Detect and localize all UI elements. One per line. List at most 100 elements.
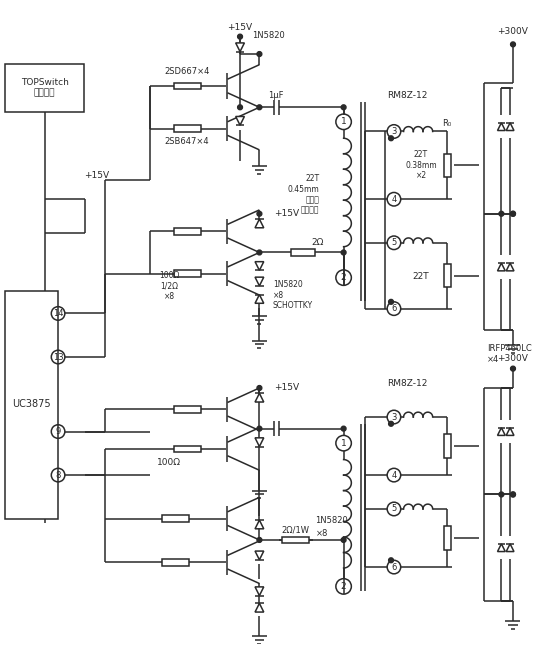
Polygon shape [255,551,264,560]
Polygon shape [497,428,505,436]
Bar [174,82,201,90]
Circle shape [499,211,504,216]
Circle shape [257,426,262,431]
Bar [282,536,309,543]
Text: +15V: +15V [228,24,252,33]
Text: 1N5820: 1N5820 [316,516,349,525]
Bar [174,228,201,235]
Polygon shape [497,123,505,131]
Circle shape [389,558,394,562]
Bar [5,291,58,519]
Circle shape [257,52,262,56]
Circle shape [341,105,346,110]
Text: 22T
0.38mm
×2: 22T 0.38mm ×2 [405,150,437,181]
Polygon shape [255,438,264,447]
Text: TOPSwitch
辅助电源: TOPSwitch 辅助电源 [20,78,68,97]
Text: +15V: +15V [274,383,299,392]
Text: 2: 2 [341,273,346,282]
Text: 2: 2 [341,582,346,591]
Circle shape [257,538,262,542]
Text: 4: 4 [391,471,396,479]
Circle shape [238,105,243,110]
Circle shape [389,136,394,141]
Bar [444,526,451,549]
Text: 3: 3 [391,413,397,422]
Text: 1N5820: 1N5820 [252,31,285,40]
Text: 1: 1 [341,439,346,447]
Text: 2SD667×4: 2SD667×4 [164,67,209,76]
Circle shape [389,300,394,304]
Text: 2Ω/1W: 2Ω/1W [281,526,309,535]
Circle shape [257,386,262,390]
Text: 100Ω
1/2Ω
×8: 100Ω 1/2Ω ×8 [159,271,179,301]
Text: UC3875: UC3875 [12,400,50,409]
Text: +300V: +300V [498,354,528,364]
Text: 22T: 22T [413,272,430,281]
Text: +15V: +15V [274,209,299,218]
Text: ×8: ×8 [316,528,328,538]
Polygon shape [497,263,505,271]
Polygon shape [236,43,244,52]
Text: 1: 1 [341,117,346,126]
Polygon shape [255,294,264,303]
Bar [292,249,315,256]
Text: 100Ω: 100Ω [157,458,182,467]
Text: +300V: +300V [498,27,528,36]
Text: 3: 3 [391,127,397,136]
Circle shape [257,105,262,110]
Circle shape [257,211,262,216]
Polygon shape [255,604,264,612]
Polygon shape [255,262,264,270]
Bar [174,406,201,413]
Text: 1N5820
×8
SCHOTTKY: 1N5820 ×8 SCHOTTKY [273,280,313,310]
Text: 5: 5 [391,504,396,513]
Bar [174,270,201,277]
Text: RM8Z-12: RM8Z-12 [387,91,427,100]
Text: 4: 4 [391,195,396,204]
Text: 5: 5 [391,238,396,247]
Bar [444,434,451,458]
Text: 9: 9 [55,427,61,436]
Circle shape [511,492,516,497]
Text: 2Ω: 2Ω [311,238,324,247]
Text: 14: 14 [53,309,63,318]
Polygon shape [255,219,264,228]
Circle shape [341,250,346,255]
Circle shape [257,250,262,255]
Circle shape [511,42,516,47]
Text: R₀: R₀ [442,119,452,128]
Bar [162,515,189,522]
Circle shape [511,492,516,497]
Circle shape [341,538,346,542]
Polygon shape [506,123,514,131]
Bar [444,264,451,287]
Text: 1μF: 1μF [268,91,284,100]
Polygon shape [255,277,264,286]
Bar [162,559,189,566]
Circle shape [238,34,243,39]
Text: IRFP460LC
×4: IRFP460LC ×4 [487,345,532,364]
Bar [174,445,201,453]
Text: 2SB647×4: 2SB647×4 [164,137,209,146]
Circle shape [389,421,394,426]
Text: 6: 6 [391,562,397,572]
Circle shape [499,492,504,497]
Polygon shape [255,520,264,529]
Polygon shape [506,544,514,551]
Text: 22T
0.45mm
漆包线
双股并绕: 22T 0.45mm 漆包线 双股并绕 [288,175,320,215]
Circle shape [511,366,516,371]
Circle shape [511,211,516,216]
Text: 8: 8 [55,471,61,479]
Text: +15V: +15V [84,171,110,180]
Circle shape [341,426,346,431]
Polygon shape [255,393,264,402]
Text: 6: 6 [391,304,397,313]
Bar [5,63,84,112]
Polygon shape [497,544,505,551]
Polygon shape [506,428,514,436]
Polygon shape [236,116,244,125]
Circle shape [511,211,516,216]
Text: 13: 13 [53,353,63,362]
Bar [174,125,201,132]
Polygon shape [506,263,514,271]
